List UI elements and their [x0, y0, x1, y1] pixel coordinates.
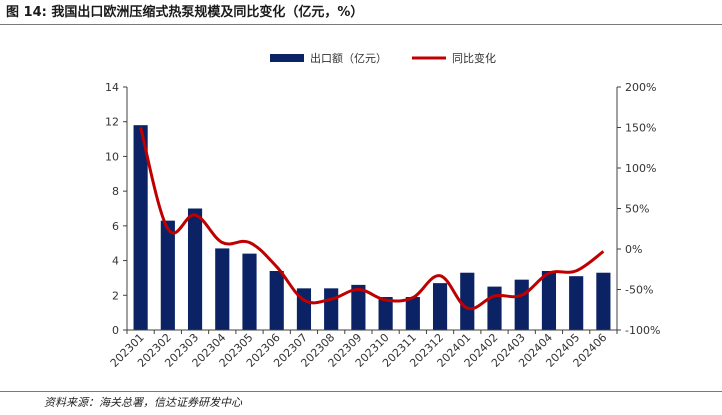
right-tick-label: -100%	[625, 324, 660, 337]
bar-202310	[378, 297, 393, 330]
bar-202403	[514, 279, 529, 330]
bar-202302	[160, 220, 175, 330]
left-tick-label: 14	[105, 81, 119, 94]
bar-202304	[215, 248, 230, 330]
bar-202404	[541, 270, 557, 330]
left-tick-label: 0	[112, 324, 119, 337]
legend-bar-label: 出口额（亿元）	[310, 51, 387, 65]
bar-202406	[596, 272, 611, 330]
left-tick-label: 4	[112, 255, 119, 268]
line-series	[139, 127, 605, 311]
yoy-change-line	[139, 127, 605, 311]
bar-202402	[487, 286, 502, 330]
figure-title: 图 14: 我国出口欧洲压缩式热泵规模及同比变化（亿元，%）	[6, 5, 364, 20]
bar-202311	[405, 297, 420, 330]
bar-202301	[133, 125, 148, 330]
right-tick-label: 0%	[625, 243, 642, 256]
left-tick-label: 10	[105, 150, 119, 163]
x-axis: 2023012023022023032023042023052023062023…	[108, 329, 618, 370]
right-tick-label: 200%	[625, 81, 656, 94]
left-tick-label: 6	[112, 220, 119, 233]
left-tick-label: 12	[105, 116, 119, 129]
left-tick-label: 2	[112, 289, 119, 302]
right-tick-label: -50%	[625, 284, 653, 297]
chart-legend: 出口额（亿元） 同比变化	[270, 51, 496, 65]
source-note: 资料来源：海关总署，信达证券研发中心	[44, 396, 242, 409]
bar-202312	[432, 283, 448, 330]
right-y-axis: -100% -50% 0% 50% 100% 150% 200%	[616, 81, 660, 337]
bar-202405	[569, 276, 584, 330]
bar-202305	[242, 253, 257, 330]
bar-series	[133, 125, 611, 330]
footer-divider	[0, 391, 722, 392]
bar-202309	[351, 284, 366, 330]
left-y-axis: 0 2 4 6 8 10 12 14	[105, 81, 128, 337]
legend-line-label: 同比变化	[452, 51, 496, 65]
bar-202308	[324, 288, 339, 330]
dual-axis-chart: 出口额（亿元） 同比变化 0 2 4 6 8 10 12 14 -100% -50% 0% 50% 10…	[105, 51, 660, 370]
right-tick-label: 100%	[625, 162, 656, 175]
title-divider	[0, 24, 722, 25]
bar-202303	[187, 208, 203, 330]
right-tick-label: 50%	[625, 203, 649, 216]
right-tick-label: 150%	[625, 122, 656, 135]
legend-bar-swatch	[270, 54, 304, 62]
bar-202306	[269, 270, 284, 330]
left-tick-label: 8	[112, 185, 119, 198]
bar-202401	[460, 272, 475, 330]
